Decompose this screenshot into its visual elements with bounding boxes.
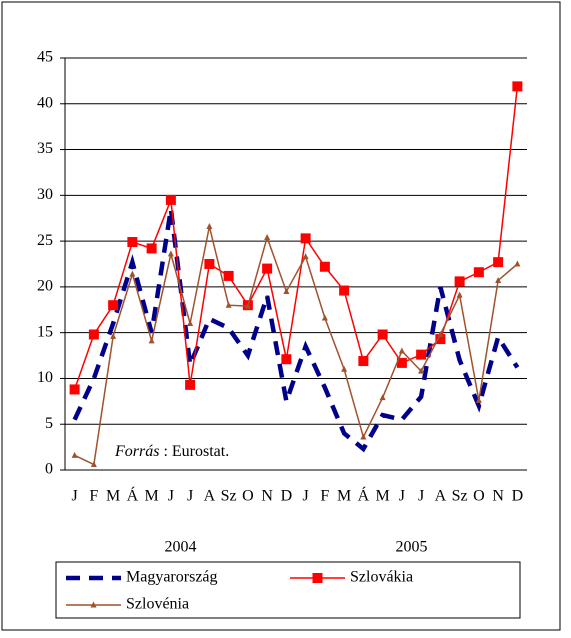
x-tick-label: O xyxy=(473,488,485,505)
data-point xyxy=(454,276,465,287)
x-tick-label: N xyxy=(492,488,504,505)
x-tick-label: D xyxy=(512,488,524,505)
legend-label: Szlovákia xyxy=(350,569,413,586)
data-point xyxy=(300,233,311,244)
data-point xyxy=(204,259,215,269)
y-tick-label: 15 xyxy=(37,323,53,340)
x-tick-label: Sz xyxy=(452,488,468,505)
x-tick-label: J xyxy=(399,488,405,505)
data-point xyxy=(90,461,97,468)
data-point xyxy=(456,291,463,298)
data-point xyxy=(319,261,330,272)
data-point xyxy=(379,394,386,401)
legend-label: Szlovénia xyxy=(126,596,189,613)
y-tick-label: 5 xyxy=(45,415,53,432)
x-tick-label: J xyxy=(418,488,424,505)
data-point xyxy=(225,301,232,308)
x-tick-label: M xyxy=(145,488,159,505)
data-point xyxy=(88,329,99,340)
year-label: 2004 xyxy=(165,539,197,556)
y-tick-label: 40 xyxy=(37,94,53,111)
x-tick-label: Á xyxy=(127,486,139,505)
data-point xyxy=(127,237,138,248)
data-point xyxy=(321,314,328,321)
x-tick-label: F xyxy=(320,488,329,505)
x-tick-label: J xyxy=(168,488,174,505)
legend-label: Magyarország xyxy=(126,569,218,586)
x-tick-label: J xyxy=(72,488,78,505)
legend-box xyxy=(55,561,521,619)
data-point xyxy=(223,270,234,281)
data-point xyxy=(437,330,444,337)
legend-marker xyxy=(312,573,323,583)
data-point xyxy=(146,243,157,254)
data-point xyxy=(283,287,290,294)
x-tick-label: Á xyxy=(358,486,370,505)
data-point xyxy=(514,260,521,267)
annotation: Forrás: Eurostat. xyxy=(114,443,229,460)
data-point xyxy=(167,250,174,257)
data-point xyxy=(398,347,405,354)
data-point xyxy=(493,257,504,268)
data-point xyxy=(418,367,425,374)
x-tick-label: F xyxy=(89,488,98,505)
chart-frame xyxy=(1,1,561,631)
data-point xyxy=(206,222,213,229)
data-point xyxy=(396,357,407,368)
y-tick-label: 45 xyxy=(37,49,53,66)
data-point xyxy=(110,332,117,339)
x-tick-label: D xyxy=(281,488,293,505)
data-point xyxy=(435,334,446,345)
data-point xyxy=(165,194,176,205)
annotation-label: Forrás xyxy=(114,443,159,460)
y-tick-label: 20 xyxy=(37,278,53,295)
data-point xyxy=(358,356,369,367)
data-point xyxy=(339,285,350,296)
data-point xyxy=(512,81,523,92)
data-point xyxy=(244,302,251,309)
data-point xyxy=(148,337,155,344)
x-tick-label: O xyxy=(242,488,254,505)
year-label: 2005 xyxy=(396,539,428,556)
x-tick-label: M xyxy=(106,488,120,505)
data-point xyxy=(129,270,136,277)
x-tick-label: N xyxy=(261,488,273,505)
data-point xyxy=(69,384,80,395)
data-point xyxy=(341,365,348,372)
x-tick-label: J xyxy=(303,488,309,505)
y-tick-label: 30 xyxy=(37,186,53,203)
data-point xyxy=(108,300,119,311)
data-point xyxy=(473,267,484,278)
data-point xyxy=(475,396,482,403)
x-tick-label: M xyxy=(337,488,351,505)
y-tick-label: 25 xyxy=(37,232,53,249)
y-tick-label: 10 xyxy=(37,369,53,386)
data-point xyxy=(262,263,273,274)
data-point xyxy=(495,276,502,283)
x-tick-label: A xyxy=(204,488,216,505)
x-tick-label: Sz xyxy=(221,488,237,505)
x-tick-label: J xyxy=(187,488,193,505)
data-point xyxy=(377,329,388,340)
annotation-text: : Eurostat. xyxy=(163,443,229,460)
data-point xyxy=(416,349,427,360)
x-tick-label: A xyxy=(435,488,447,505)
data-point xyxy=(185,379,196,390)
y-tick-label: 35 xyxy=(37,140,53,157)
data-point xyxy=(264,233,271,240)
data-point xyxy=(302,253,309,260)
data-point xyxy=(360,433,367,440)
data-point xyxy=(187,320,194,327)
legend-marker xyxy=(90,601,97,608)
x-tick-label: M xyxy=(376,488,390,505)
data-point xyxy=(281,354,292,365)
y-tick-label: 0 xyxy=(45,461,53,478)
series-line xyxy=(74,226,518,466)
data-point xyxy=(71,451,78,458)
